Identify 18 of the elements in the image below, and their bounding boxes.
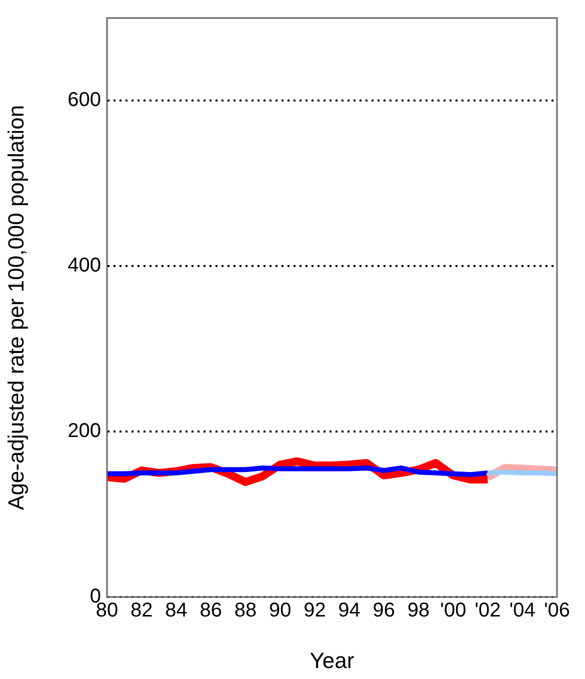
y-tick-label: 600 [68,89,101,112]
y-axis-title: Age-adjusted rate per 100,000 population [3,105,28,510]
x-tick-label: 96 [372,600,396,622]
x-axis-title: Year [310,648,354,673]
x-tick-label: '06 [544,600,570,622]
y-tick-label: 200 [68,420,101,442]
x-tick-label: 84 [165,600,188,622]
y-tick-label: 400 [68,254,101,277]
x-tick-label: 98 [407,600,430,622]
x-tick-label: 88 [234,600,257,622]
x-tick-label: 94 [338,600,360,622]
x-tick-label: 90 [268,600,292,622]
x-tick-label: 82 [130,600,153,622]
x-tick-label: '02 [474,600,501,622]
x-tick-label: '04 [509,600,536,622]
x-tick-label: 92 [304,600,326,622]
x-tick-label: 86 [200,600,222,622]
x-tick-label: '00 [440,600,466,622]
